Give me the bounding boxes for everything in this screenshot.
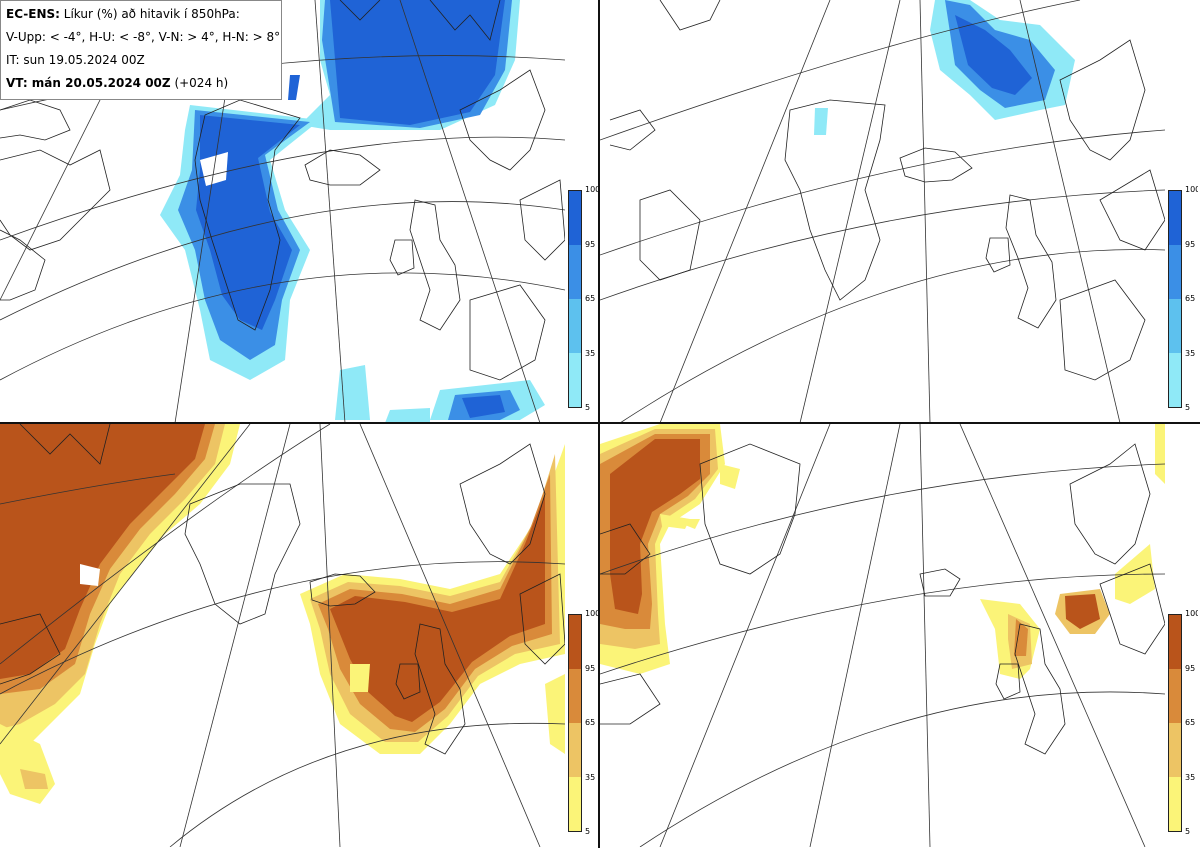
colorbar-segment xyxy=(1169,669,1181,723)
legend-box: EC-ENS: Líkur (%) að hitavik í 850hPa: V… xyxy=(0,0,282,100)
colorbar-tick-label: 35 xyxy=(585,348,596,358)
map-panel-warm-8: 100 95 65 35 5 xyxy=(600,424,1198,847)
probability-map xyxy=(0,424,565,847)
colorbar-segment xyxy=(1169,723,1181,777)
colorbar-segment xyxy=(1169,777,1181,831)
coastlines xyxy=(609,0,1165,381)
colorbar-tick-label: 100 xyxy=(585,609,598,618)
colorbar xyxy=(1168,190,1182,408)
legend-title-line: EC-ENS: Líkur (%) að hitavik í 850hPa: xyxy=(6,5,276,28)
probability-shading xyxy=(814,0,1075,135)
colorbar xyxy=(1168,614,1182,832)
colorbar-tick-label: 5 xyxy=(1185,827,1191,836)
probability-map xyxy=(600,0,1165,423)
probability-shading xyxy=(160,0,545,423)
lead-time: (+024 h) xyxy=(174,76,229,90)
colorbar-tick-label: 35 xyxy=(1185,348,1196,358)
colorbar-tick-label: 65 xyxy=(1185,294,1196,303)
graticule xyxy=(0,424,565,847)
colorbar-tick-label: 65 xyxy=(585,294,596,303)
threshold-text: V-Upp: < -4°, H-U: < -8°, V-N: > 4°, H-N… xyxy=(6,30,281,44)
colorbar-tick-label: 95 xyxy=(585,239,596,249)
colorbar-tick-label: 35 xyxy=(585,772,596,782)
colorbar-segment xyxy=(1169,191,1181,245)
colorbar-tick-label: 95 xyxy=(585,663,596,673)
colorbar-segment xyxy=(569,723,581,777)
colorbar-tick-label: 5 xyxy=(585,403,591,412)
map-panel-cold-8: 100 95 65 35 5 xyxy=(600,0,1198,423)
colorbar-tick-label: 5 xyxy=(1185,403,1191,412)
map-panel-cold-4: EC-ENS: Líkur (%) að hitavik í 850hPa: V… xyxy=(0,0,598,423)
coastlines xyxy=(0,0,565,381)
legend-title: Líkur (%) að hitavik í 850hPa: xyxy=(63,7,240,21)
colorbar-tick-label: 100 xyxy=(1185,185,1198,194)
colorbar xyxy=(568,190,582,408)
colorbar-segment xyxy=(1169,353,1181,407)
init-time: IT: sun 19.05.2024 00Z xyxy=(6,53,145,67)
colorbar-segment xyxy=(569,615,581,669)
colorbar-tick-label: 100 xyxy=(1185,609,1198,618)
valid-time-line: VT: mán 20.05.2024 00Z (+024 h) xyxy=(6,74,276,97)
colorbar-segment xyxy=(569,777,581,831)
colorbar-tick-label: 5 xyxy=(585,827,591,836)
colorbar-tick-label: 65 xyxy=(585,718,596,727)
coastlines xyxy=(600,443,1165,755)
probability-shading xyxy=(0,424,565,804)
probability-map xyxy=(600,424,1165,847)
probability-map xyxy=(0,0,565,423)
colorbar-segment xyxy=(569,299,581,353)
map-panel-warm-4: 100 95 65 35 5 xyxy=(0,424,598,847)
graticule xyxy=(0,0,565,423)
probability-shading xyxy=(600,424,1165,679)
colorbar-segment xyxy=(1169,245,1181,299)
coastlines xyxy=(0,424,565,755)
colorbar-tick-label: 95 xyxy=(1185,239,1196,249)
colorbar-segment xyxy=(569,353,581,407)
panel-divider-vertical xyxy=(598,0,600,848)
colorbar-segment xyxy=(569,191,581,245)
colorbar-segment xyxy=(569,669,581,723)
panel-divider-horizontal xyxy=(0,422,1200,424)
graticule xyxy=(600,0,1165,423)
colorbar-tick-label: 95 xyxy=(1185,663,1196,673)
colorbar-tick-label: 65 xyxy=(1185,718,1196,727)
colorbar-tick-label: 100 xyxy=(585,185,598,194)
colorbar-segment xyxy=(1169,615,1181,669)
colorbar xyxy=(568,614,582,832)
valid-time: VT: mán 20.05.2024 00Z xyxy=(6,76,171,90)
graticule xyxy=(600,424,1165,847)
colorbar-segment xyxy=(1169,299,1181,353)
colorbar-segment xyxy=(569,245,581,299)
model-name: EC-ENS: xyxy=(6,7,60,21)
colorbar-tick-label: 35 xyxy=(1185,772,1196,782)
